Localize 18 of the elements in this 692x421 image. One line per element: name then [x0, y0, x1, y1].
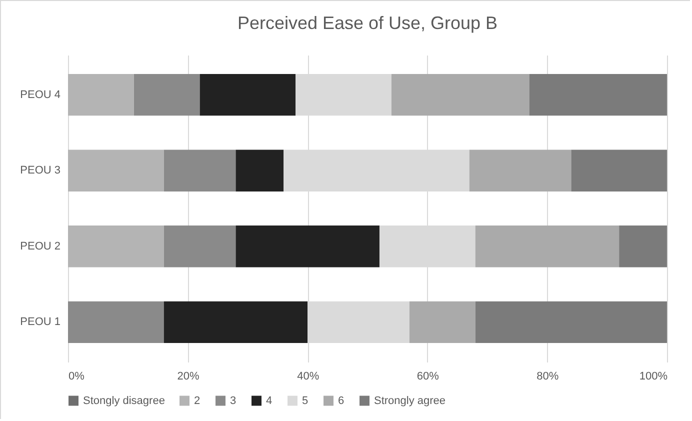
y-tick-label: PEOU 3 — [20, 164, 60, 177]
legend-label: Strongly agree — [374, 394, 446, 407]
x-tick-label: 60% — [416, 370, 440, 382]
legend-label: 5 — [302, 394, 308, 407]
legend-label: 4 — [266, 394, 272, 407]
legend-label: 3 — [230, 394, 236, 407]
legend-label: 6 — [338, 394, 344, 407]
legend-label: 2 — [194, 394, 200, 407]
y-tick-label: PEOU 1 — [20, 316, 60, 328]
x-tick-label: 80% — [536, 370, 559, 382]
x-tick-label: 100% — [639, 370, 668, 382]
x-tick-label: 0% — [68, 370, 85, 382]
y-tick-label: PEOU 2 — [20, 240, 60, 252]
x-tick-label: 20% — [177, 370, 200, 382]
y-tick-label: PEOU 4 — [20, 88, 60, 101]
x-tick-label: 40% — [297, 370, 320, 382]
chart-title: Perceived Ease of Use, Group B — [237, 13, 498, 33]
legend-label: Stongly disagree — [83, 394, 165, 407]
